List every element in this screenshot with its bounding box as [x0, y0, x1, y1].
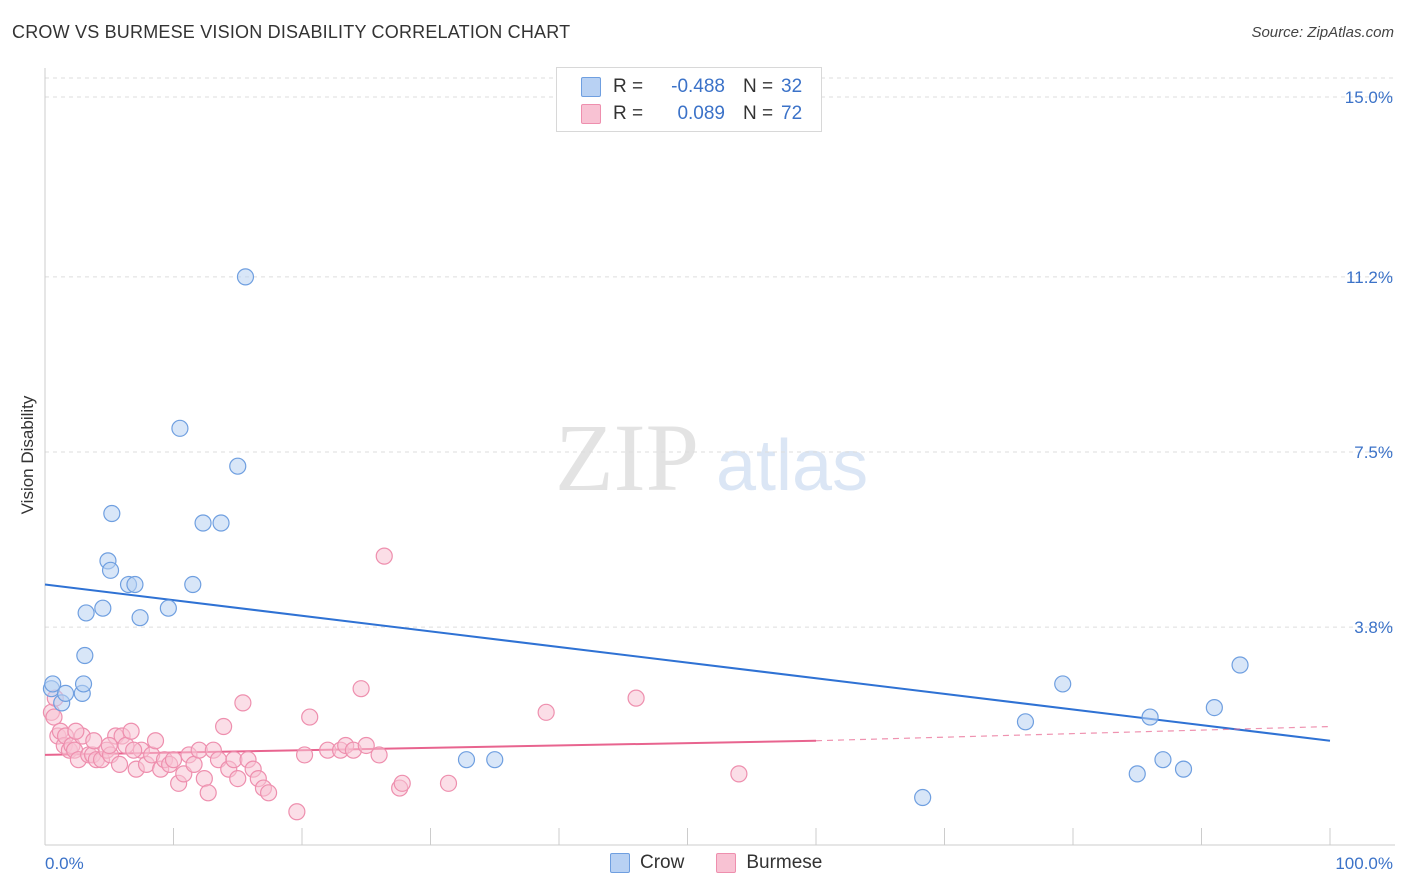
crow-point-11 — [101, 561, 120, 579]
burmese-point-31 — [164, 751, 183, 769]
crow-point-19 — [212, 514, 230, 532]
burmese-point-19 — [110, 755, 129, 774]
legend-item-burmese[interactable]: Burmese — [716, 852, 822, 874]
crow-point-28 — [1141, 708, 1159, 726]
source-label: Source: ZipAtlas.com — [1251, 24, 1394, 41]
burmese-point-1 — [45, 708, 63, 726]
crow-point-1 — [44, 675, 62, 693]
crow-point-32 — [1231, 656, 1249, 674]
burmese-point-71 — [125, 741, 143, 759]
crow-point-31 — [1205, 698, 1223, 717]
burmese-point-41 — [215, 717, 233, 736]
burmese-point-35 — [185, 755, 203, 774]
crow-swatch — [581, 77, 601, 97]
burmese-point-44 — [229, 769, 247, 788]
burmese-n-label: N = — [743, 103, 774, 124]
burmese-point-61 — [375, 547, 393, 565]
legend-row-crow: R = -0.488 N = 32 — [581, 74, 802, 100]
watermark-atlas: atlas — [716, 426, 868, 506]
burmese-r-value: 0.089 — [677, 103, 725, 124]
watermark: ZIP atlas — [555, 404, 868, 511]
burmese-point-70 — [100, 736, 118, 755]
burmese-r-label: R = — [613, 103, 644, 124]
crow-point-20 — [229, 457, 247, 475]
crow-point-23 — [486, 751, 504, 769]
axes — [44, 68, 1395, 846]
grid-lines — [45, 77, 1395, 628]
stats-legend: R = -0.488 N = 32 R = 0.089 N = 72 — [556, 67, 822, 132]
burmese-point-53 — [301, 708, 319, 726]
crow-r-value: -0.488 — [671, 76, 725, 97]
burmese-point-45 — [234, 694, 252, 712]
crow-point-16 — [171, 419, 189, 437]
burmese-point-38 — [199, 784, 217, 802]
crow-point-24 — [914, 788, 932, 807]
crow-n-value: 32 — [781, 76, 803, 97]
crow-point-6 — [77, 604, 95, 622]
burmese-swatch — [581, 104, 601, 124]
crow-point-22 — [457, 751, 476, 769]
crow-point-10 — [103, 504, 121, 523]
crow-legend-swatch — [610, 853, 630, 873]
trend-lines — [44, 583, 1331, 756]
burmese-point-52 — [295, 746, 314, 764]
crow-trend-line — [44, 583, 1331, 742]
crow-point-14 — [131, 609, 149, 627]
y-tick-label-0: 3.8% — [1354, 618, 1393, 637]
burmese-point-50 — [259, 784, 278, 802]
crow-point-18 — [194, 514, 212, 532]
burmese-trend-extension — [815, 725, 1331, 742]
crow-r-label: R = — [613, 76, 644, 97]
crow-point-13 — [126, 575, 144, 594]
tick-labels: 3.8% 7.5% 11.2% 15.0% 0.0% 100.0% — [45, 88, 1393, 873]
crow-point-26 — [1054, 675, 1072, 693]
x-tick-label-1: 100.0% — [1335, 854, 1393, 873]
legend-item-crow[interactable]: Crow — [610, 852, 684, 874]
crow-point-17 — [184, 575, 202, 594]
burmese-point-60 — [370, 746, 388, 764]
crow-point-7 — [94, 599, 112, 617]
burmese-point-51 — [288, 803, 306, 821]
burmese-point-22 — [122, 722, 140, 740]
crow-point-30 — [1174, 760, 1193, 778]
burmese-point-63 — [393, 774, 411, 792]
crow-point-15 — [159, 599, 177, 617]
burmese-point-68 — [67, 722, 85, 740]
y-tick-label-1: 7.5% — [1354, 443, 1393, 462]
burmese-point-64 — [439, 774, 458, 792]
crow-point-8 — [76, 646, 94, 665]
crow-point-29 — [1154, 751, 1172, 769]
burmese-point-65 — [537, 703, 555, 721]
burmese-point-37 — [195, 769, 213, 788]
burmese-point-27 — [146, 732, 165, 750]
y-tick-label-2: 11.2% — [1346, 268, 1393, 287]
data-points — [42, 268, 1249, 821]
burmese-legend-swatch — [716, 853, 737, 873]
crow-point-25 — [1016, 713, 1035, 731]
x-tick-label-0: 0.0% — [45, 854, 84, 873]
watermark-zip: ZIP — [555, 404, 699, 511]
burmese-point-66 — [627, 689, 645, 707]
y-axis-label: Vision Disability — [18, 395, 37, 515]
burmese-legend-label: Burmese — [746, 852, 823, 873]
series-legend: Crow Burmese — [610, 852, 854, 874]
burmese-point-69 — [85, 732, 103, 750]
burmese-n-value: 72 — [781, 103, 803, 124]
burmese-point-59 — [357, 736, 375, 755]
chart-title: CROW VS BURMESE VISION DISABILITY CORREL… — [12, 22, 571, 42]
burmese-point-67 — [730, 765, 748, 783]
crow-point-21 — [236, 268, 255, 286]
crow-point-5 — [74, 675, 93, 693]
burmese-point-58 — [352, 680, 370, 698]
crow-point-27 — [1128, 765, 1146, 783]
legend-row-burmese: R = 0.089 N = 72 — [581, 101, 802, 127]
crow-n-label: N = — [743, 76, 774, 97]
y-tick-label-3: 15.0% — [1345, 88, 1393, 107]
crow-legend-label: Crow — [640, 852, 685, 873]
crow-point-3 — [56, 684, 75, 703]
